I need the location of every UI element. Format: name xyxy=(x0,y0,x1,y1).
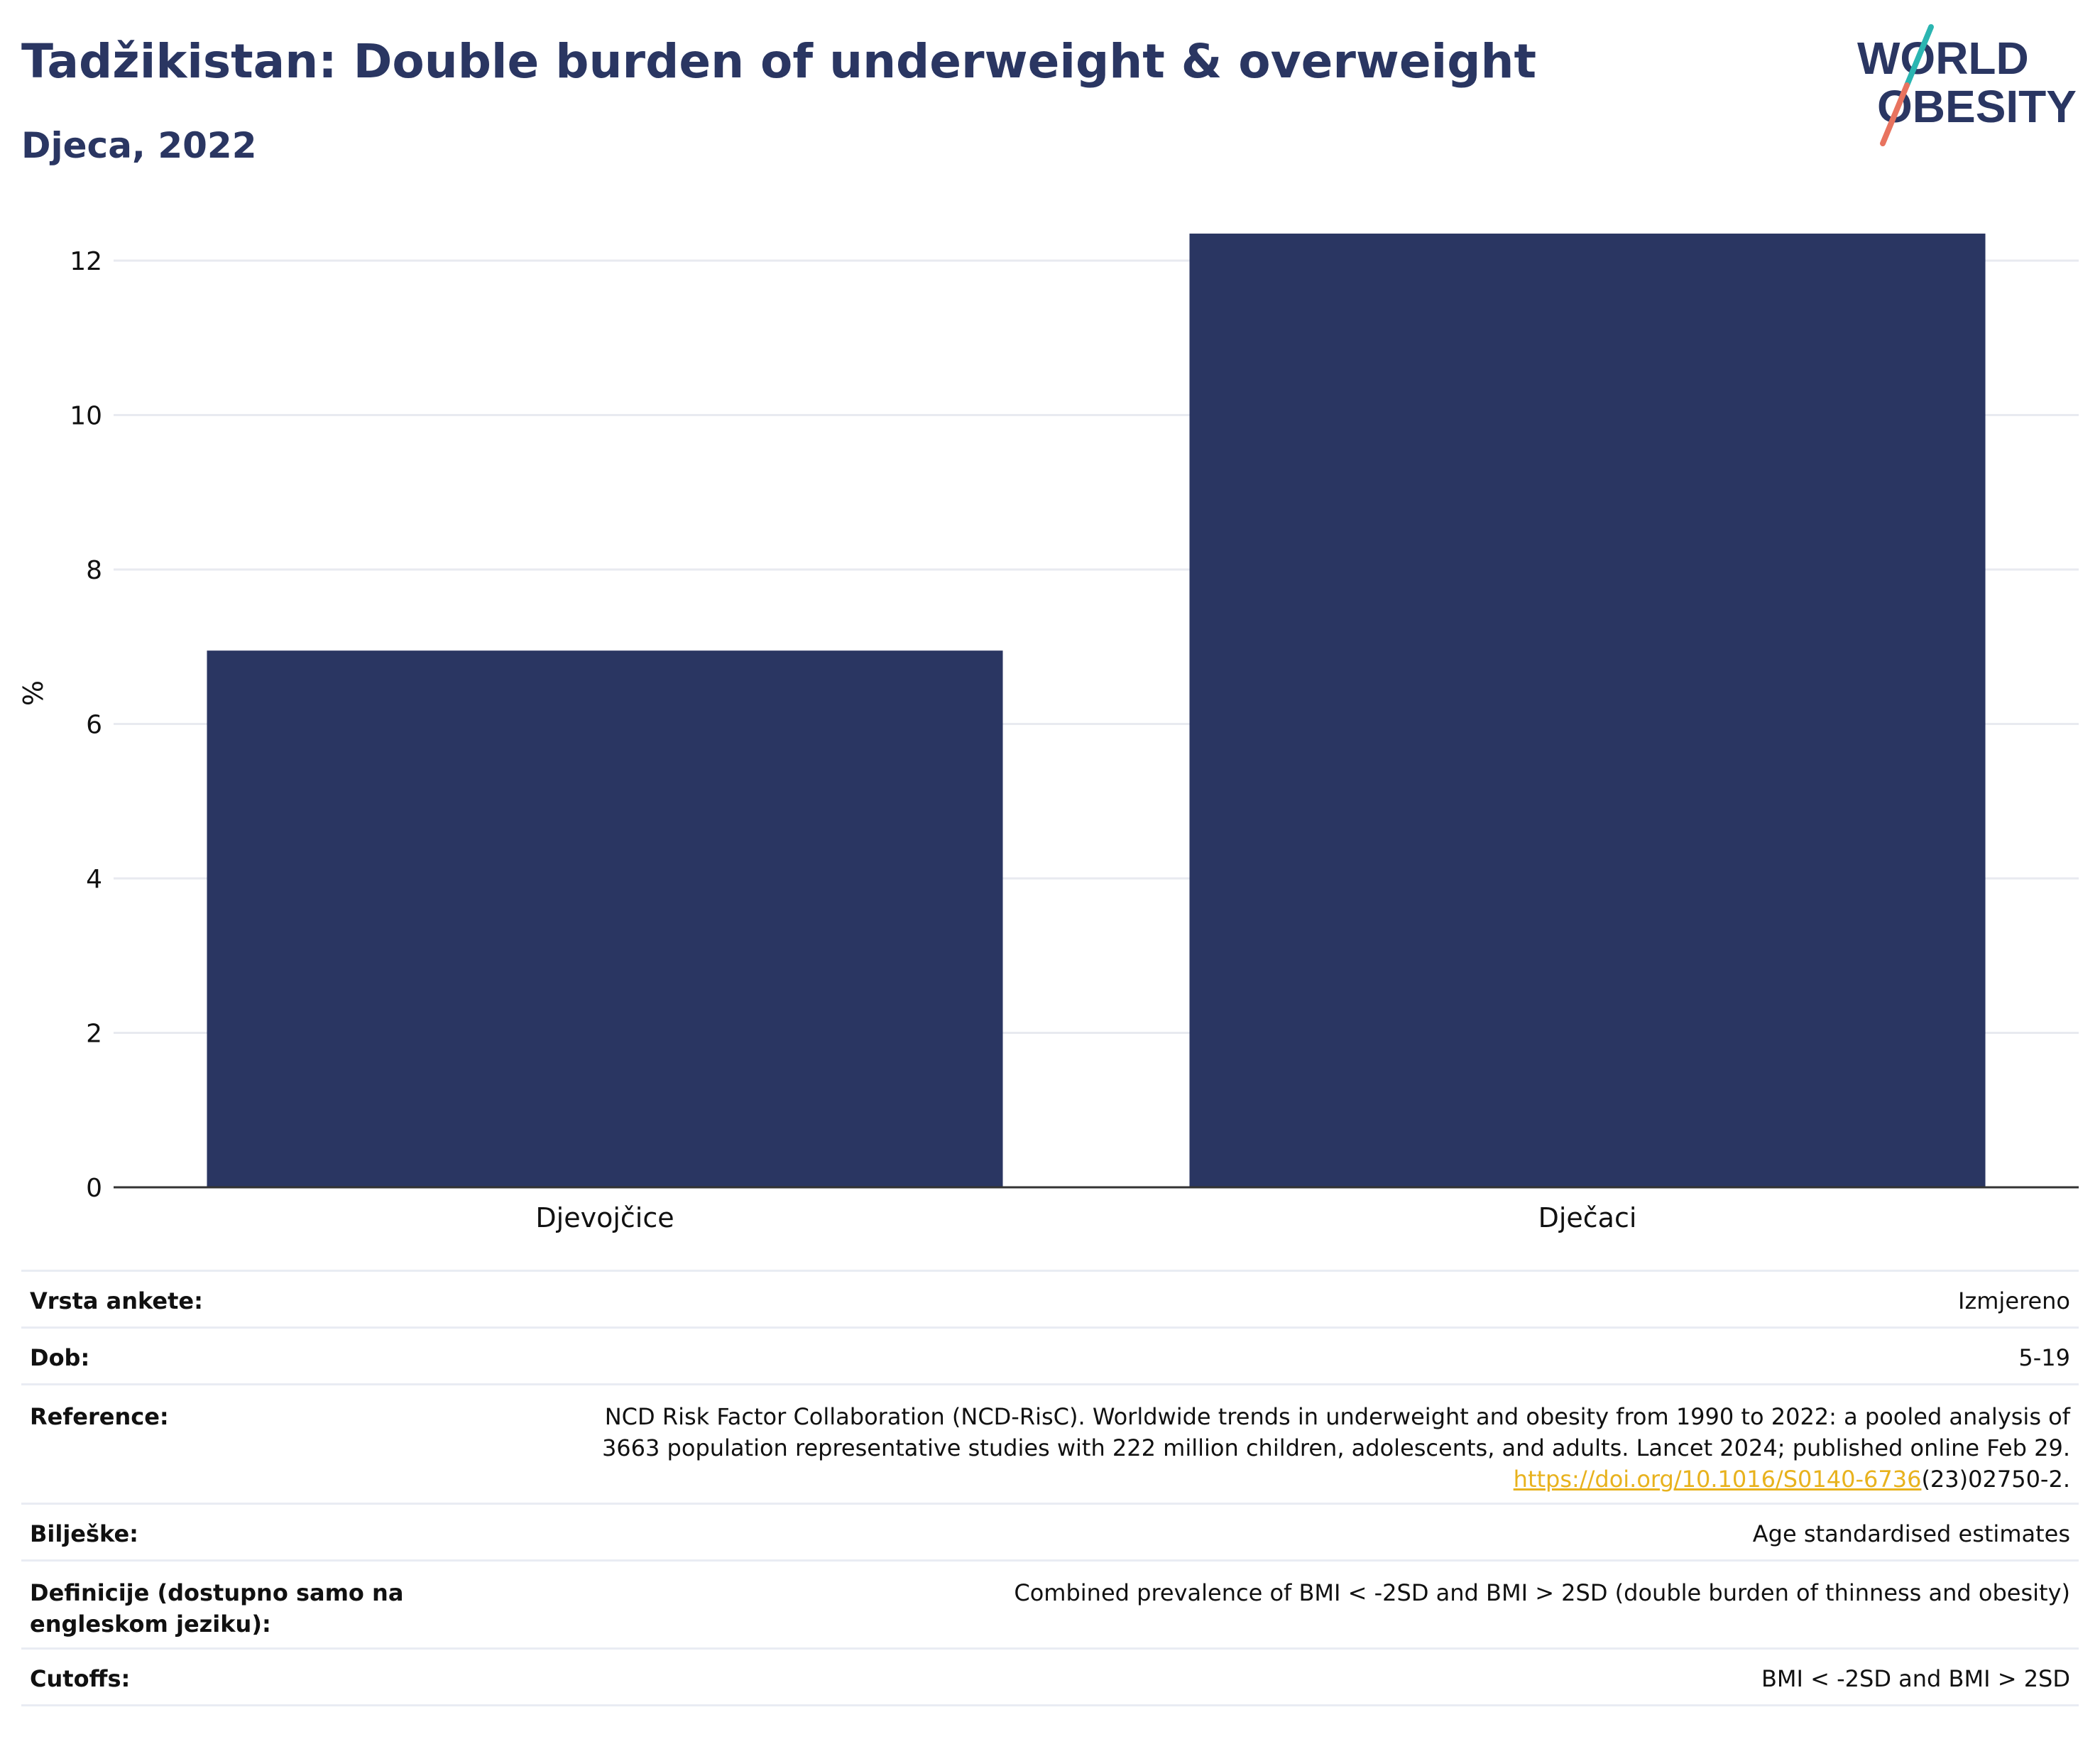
chart-title: Tadžikistan: Double burden of underweigh… xyxy=(21,34,1537,89)
info-row-reference: Reference: NCD Risk Factor Collaboration… xyxy=(21,1383,2079,1504)
bar-chart: 0 2 4 6 8 10 12 Djevojčice Dječaci % xyxy=(18,233,2079,1233)
reference-doi-link[interactable]: https://doi.org/10.1016/S0140-6736 xyxy=(1513,1466,1922,1493)
chart-bars xyxy=(207,233,1986,1187)
reference-line-2: 3663 population representative studies w… xyxy=(601,1434,2070,1461)
info-label: Definicije (dostupno samo na engleskom j… xyxy=(21,1559,532,1649)
logo-text-obesity: OBESITY xyxy=(1877,81,2077,132)
info-row-survey-type: Vrsta ankete: Izmjereno xyxy=(21,1270,2079,1328)
info-row-age: Dob: 5-19 xyxy=(21,1326,2079,1385)
logo-slash-coral xyxy=(1880,82,1910,146)
info-label: Reference: xyxy=(21,1383,532,1504)
y-tick-label: 4 xyxy=(86,865,102,894)
info-value: BMI < -2SD and BMI > 2SD xyxy=(532,1647,2079,1706)
info-value: 5-19 xyxy=(532,1326,2079,1385)
reference-doi-tail: (23)02750-2. xyxy=(1921,1466,2070,1493)
y-tick-label: 0 xyxy=(86,1174,102,1203)
info-row-definitions: Definicije (dostupno samo na engleskom j… xyxy=(21,1559,2079,1649)
y-tick-label: 2 xyxy=(86,1020,102,1049)
y-tick-label: 6 xyxy=(86,711,102,740)
info-row-cutoffs: Cutoffs: BMI < -2SD and BMI > 2SD xyxy=(21,1647,2079,1706)
info-label: Vrsta ankete: xyxy=(21,1270,532,1328)
reference-line-3: https://doi.org/10.1016/S0140-6736(23)02… xyxy=(541,1464,2070,1495)
info-table: Vrsta ankete: Izmjereno Dob: 5-19 Refere… xyxy=(21,1270,2079,1706)
x-axis-ticks: Djevojčice Dječaci xyxy=(535,1202,1636,1233)
info-value: Combined prevalence of BMI < -2SD and BM… xyxy=(532,1559,2079,1649)
bar xyxy=(1189,233,1986,1187)
x-tick-label: Djevojčice xyxy=(535,1202,674,1233)
y-axis-label: % xyxy=(18,680,49,706)
reference-line-1: NCD Risk Factor Collaboration (NCD-RisC)… xyxy=(604,1403,2070,1430)
logo-text-world: WORLD xyxy=(1857,33,2029,84)
info-label: Bilješke: xyxy=(21,1503,532,1561)
info-value: NCD Risk Factor Collaboration (NCD-RisC)… xyxy=(532,1383,2079,1504)
y-tick-label: 12 xyxy=(70,247,102,276)
logo-slash-teal xyxy=(1904,24,1934,88)
world-obesity-logo: WORLD OBESITY xyxy=(1857,24,2077,146)
y-tick-label: 10 xyxy=(70,402,102,431)
info-row-notes: Bilješke: Age standardised estimates xyxy=(21,1503,2079,1561)
info-value: Age standardised estimates xyxy=(532,1503,2079,1561)
info-label: Dob: xyxy=(21,1326,532,1385)
y-tick-label: 8 xyxy=(86,556,102,585)
chart-subtitle: Djeca, 2022 xyxy=(21,125,257,166)
y-axis-ticks: 0 2 4 6 8 10 12 xyxy=(70,247,102,1203)
bar xyxy=(207,650,1003,1187)
x-tick-label: Dječaci xyxy=(1538,1202,1637,1233)
info-value: Izmjereno xyxy=(532,1270,2079,1328)
info-label: Cutoffs: xyxy=(21,1647,532,1706)
